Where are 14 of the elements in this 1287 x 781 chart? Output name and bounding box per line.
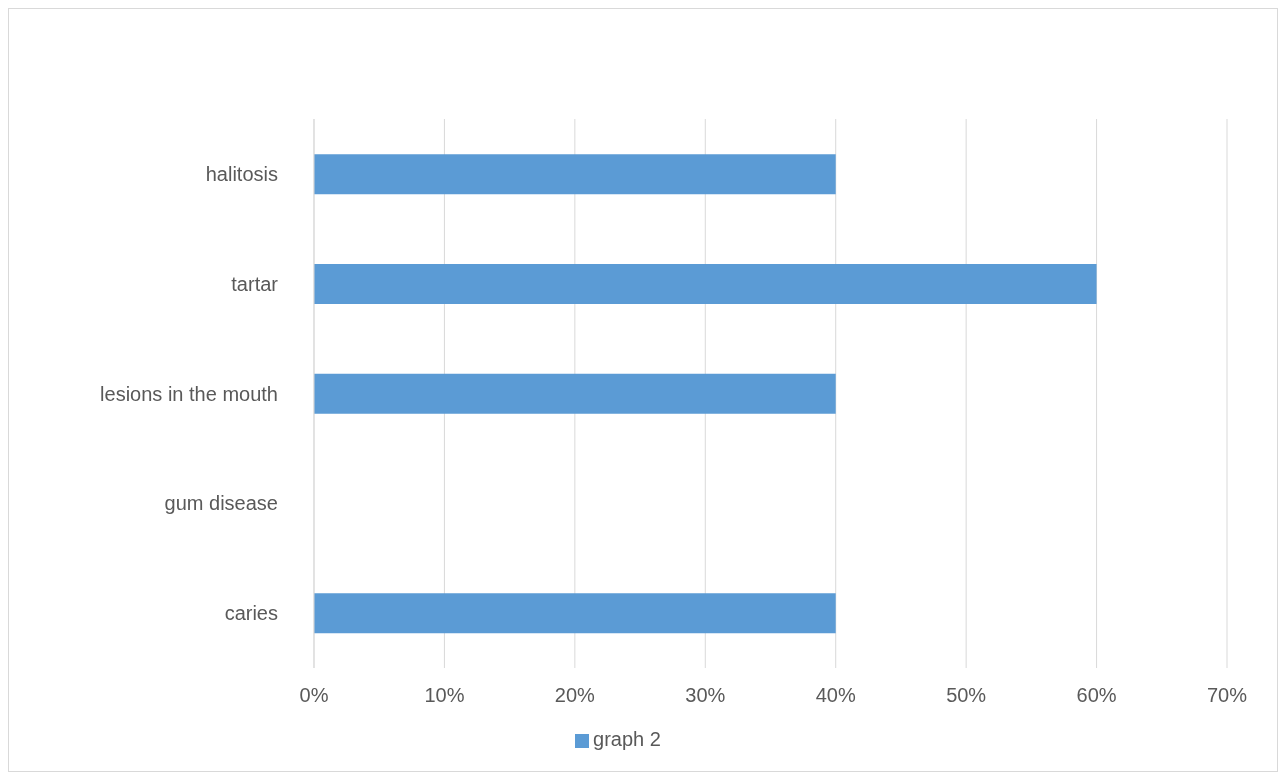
legend-label: graph 2 bbox=[593, 728, 661, 750]
y-tick-label: halitosis bbox=[205, 163, 278, 185]
y-tick-label: tartar bbox=[231, 272, 279, 295]
x-tick-label: 60% bbox=[1076, 684, 1117, 707]
x-tick-label: 50% bbox=[946, 684, 987, 707]
x-tick-label: 70% bbox=[1206, 684, 1248, 707]
x-tick-label: 10% bbox=[424, 684, 465, 707]
x-tick-label: 20% bbox=[554, 684, 596, 707]
y-tick-label: lesions in the mouth bbox=[100, 382, 278, 405]
x-tick-label: 40% bbox=[815, 684, 856, 707]
x-tick-label: 0% bbox=[299, 684, 329, 707]
y-tick-label: gum disease bbox=[164, 492, 278, 515]
y-tick-label: caries bbox=[224, 602, 278, 625]
x-tick-label: 30% bbox=[685, 684, 726, 707]
